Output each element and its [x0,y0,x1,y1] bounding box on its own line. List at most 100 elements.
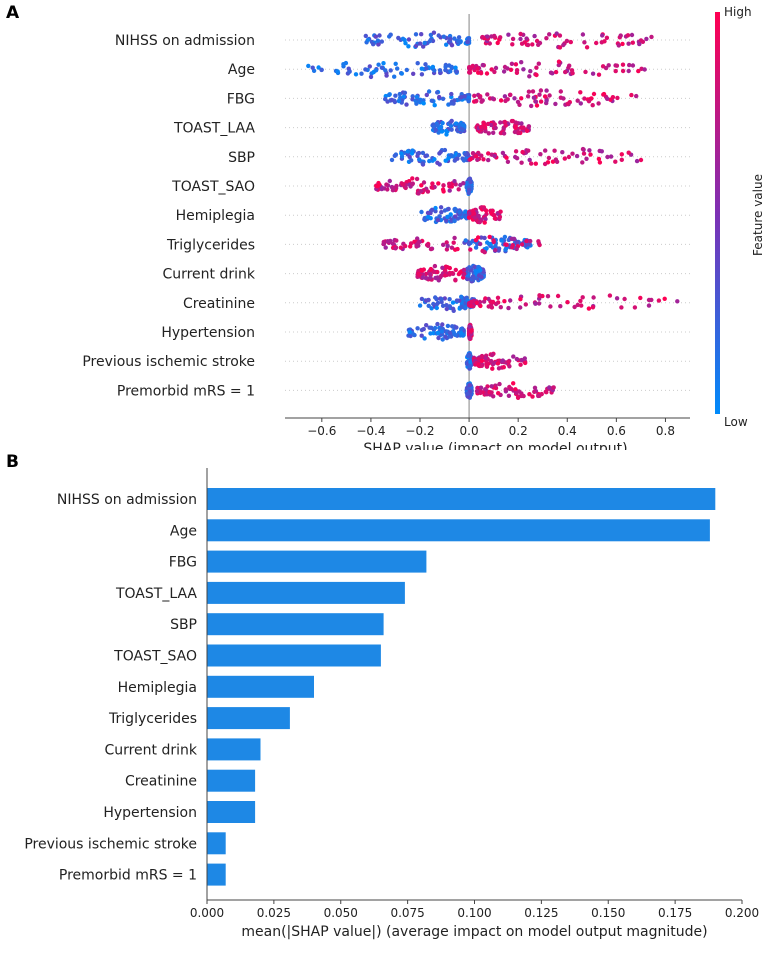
shap-point [514,240,520,245]
shap-point [419,183,424,188]
shap-point [501,131,507,136]
shap-point [483,216,488,222]
shap-point [406,37,412,42]
shap-point [363,33,368,39]
shap-point [486,304,491,309]
shap-point [536,239,541,244]
shap-point [498,35,503,40]
shap-point [490,208,495,214]
shap-point [490,96,495,101]
shap-point [462,94,467,99]
shap-point [456,152,462,158]
x-tick-label: 0.0 [460,424,479,438]
x-tick-label: 0.000 [190,906,224,920]
shap-point [426,303,431,308]
shap-point [455,246,460,252]
panel-label-b: B [6,452,19,472]
shap-point [444,306,449,312]
shap-point [393,246,398,251]
shap-point [569,68,575,73]
shap-point [533,301,538,306]
shap-point [492,153,497,159]
shap-point [506,359,511,364]
shap-point [519,121,524,126]
shap-point [425,189,431,194]
shap-point [444,128,449,134]
shap-point [619,157,624,162]
shap-point [486,131,491,136]
bar [207,644,381,667]
shap-point [523,302,528,307]
shap-point [429,98,434,103]
shap-point [480,62,485,68]
shap-point [470,151,476,156]
shap-point [442,147,448,153]
shap-point [596,101,601,106]
shap-point [453,278,458,283]
shap-point [479,353,485,359]
shap-point [432,68,437,73]
shap-point [629,32,635,38]
bar [207,488,716,510]
shap-point [520,242,525,247]
y-tick-label: TOAST_LAA [173,121,255,137]
shap-point [614,296,620,301]
shap-point [449,118,454,124]
shap-point [503,123,508,128]
shap-point [513,149,519,154]
shap-point [526,89,532,94]
shap-point [387,178,392,184]
shap-point [553,101,558,107]
shap-point [490,299,496,305]
shap-point [508,298,513,303]
shap-point [398,95,403,100]
shap-point [454,69,459,75]
shap-point [413,43,419,49]
shap-point [461,123,466,128]
bar [207,832,226,855]
shap-point [477,95,483,100]
shap-point [383,245,388,250]
shap-point [520,125,525,131]
shap-point [508,92,513,98]
y-tick-label: Hemiplegia [118,680,197,696]
shap-point [365,37,371,42]
shap-point [538,152,543,157]
shap-point [620,62,626,67]
shap-point [439,329,445,334]
shap-point [544,98,549,103]
shap-point [458,182,463,188]
colorbar [715,12,720,414]
shap-point [534,72,539,78]
shap-point [457,209,462,215]
shap-point [495,295,501,300]
shap-point [416,268,421,274]
shap-point [483,387,488,392]
shap-point [430,64,436,70]
shap-point [565,300,570,305]
beeswarm-points [306,30,680,400]
shap-point [580,32,586,37]
shap-point [440,303,446,308]
shap-point [629,92,634,98]
shap-point [548,70,554,75]
x-tick-label: 0.200 [725,906,759,920]
shap-point [510,42,515,47]
shap-point [306,63,311,69]
shap-point [471,211,477,216]
shap-point [478,71,484,76]
shap-point [644,36,649,42]
shap-point [447,188,452,193]
shap-point [536,393,541,399]
shap-point [485,121,491,127]
shap-point [452,218,457,224]
shap-point [426,89,432,94]
shap-point [467,211,472,216]
shap-point [518,297,523,302]
shap-point [417,272,422,278]
shap-point [400,36,406,41]
shap-point [444,303,449,308]
shap-point [537,40,543,46]
shap-point [407,329,412,335]
shap-point [570,151,575,156]
